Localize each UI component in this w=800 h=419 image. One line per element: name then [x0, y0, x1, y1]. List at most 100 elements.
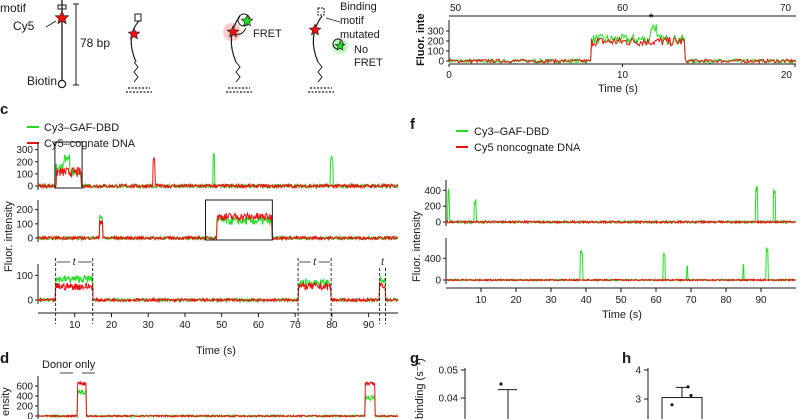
panel-letter-d: d [0, 350, 9, 367]
c-ytick-label: 0 [27, 234, 33, 245]
d-series-green [37, 389, 398, 419]
c-xtick-label: 50 [216, 320, 228, 331]
molecule-fret: FRET [223, 13, 282, 93]
c-ytick-label: 100 [16, 271, 33, 282]
e-ytick-label: 300 [427, 27, 444, 38]
c-dwell-label-bg [310, 256, 319, 267]
c-ytick-label: 100 [16, 169, 33, 180]
e-annotation-star: * [649, 12, 654, 24]
panel-letter-f: f [410, 116, 416, 133]
f-xlabel: Time (s) [602, 309, 642, 321]
d-ytick-label: 200 [16, 402, 33, 413]
panel-letter-c: c [0, 101, 8, 118]
e-traces [448, 23, 797, 65]
c-xlabel: Time (s) [196, 345, 236, 357]
fret-label: FRET [253, 28, 282, 40]
f-xtick-label: 20 [510, 295, 522, 306]
f-xtick-label: 90 [755, 295, 767, 306]
f-row-2: 0 400 [424, 238, 797, 287]
c-ylabel: Fluor. intensity [3, 201, 15, 272]
c-legend-green: Cy3–GAF-DBD [44, 122, 119, 134]
e-top-tick-70: 70 [780, 3, 792, 14]
length-label: 78 bp [80, 36, 110, 50]
g-ylabel: binding (s⁻¹) [414, 358, 426, 419]
c-dwell-label: t [313, 257, 317, 268]
d-ytick-label: 0 [27, 412, 33, 419]
c-xtick-label: 40 [179, 320, 191, 331]
panel-letter-g: g [410, 350, 419, 367]
cy5-label: Cy5 [13, 19, 35, 33]
mutated-label-3: mutated [340, 29, 380, 41]
d-ylabel: ensity [0, 387, 12, 416]
mutated-label-2: motif [340, 15, 365, 27]
schematic: motif Cy5 78 bp Biotin FR [0, 0, 383, 93]
panel-letter-h: h [622, 350, 631, 367]
f-series-green [446, 186, 797, 226]
e-ytick-label: 0 [438, 57, 444, 68]
h-bar [661, 397, 703, 419]
g-data-point [499, 382, 503, 386]
c-ytick-label: 100 [16, 219, 33, 230]
h-data-point [686, 385, 690, 389]
c-xtick-label: 10 [69, 320, 81, 331]
c-series-red [37, 211, 399, 242]
f-ylabel: Fluor. intensity [411, 211, 423, 282]
c-row-2: 0 100 200 [16, 199, 399, 245]
c-dwell-label: t [381, 257, 385, 268]
biotin-circle [57, 79, 67, 89]
h-ytick-label: 4 [635, 366, 641, 377]
e-ytick-label: 200 [427, 37, 444, 48]
f-ytick-label: 400 [424, 186, 441, 197]
c-ytick-label: 300 [16, 145, 33, 156]
e-xtick-label: 0 [446, 70, 452, 81]
d-annotation: Donor only [42, 359, 96, 371]
d-series-red [37, 380, 399, 419]
h-ytick-label: 3 [635, 395, 641, 406]
d-ytick-label: 600 [16, 382, 33, 393]
f-ytick-label: 400 [424, 254, 441, 265]
cy5-pointer [45, 20, 57, 28]
f-xtick-label: 70 [685, 295, 697, 306]
c-dwell-label-bg [70, 256, 79, 267]
f-ytick-label: 0 [435, 276, 441, 287]
c-ytick-label: 0 [27, 296, 33, 307]
f-series-red [445, 219, 796, 225]
f-ytick-label: 0 [435, 218, 441, 229]
f-xtick-label: 80 [720, 295, 732, 306]
f-xtick-label: 50 [615, 295, 627, 306]
e-xtick-label: 20 [781, 70, 793, 81]
nofret-label-2: FRET [354, 57, 383, 69]
f-legend-red: Cy5 noncognate DNA [474, 142, 581, 154]
mutated-label-1: Binding [340, 1, 377, 13]
c-dwell-label: t [73, 257, 77, 268]
nofret-label-1: No [354, 44, 368, 56]
molecule-mutated: Binding motif mutated No FRET [308, 1, 383, 93]
e-series-red [448, 35, 797, 65]
h-data-point [670, 403, 674, 407]
e-series-green [448, 23, 797, 65]
f-row-1: 0 200 400 [424, 180, 797, 229]
c-legend-red: Cy5–cognate DNA [44, 138, 136, 150]
c-xtick-label: 60 [253, 320, 265, 331]
molecule-unbound [126, 13, 152, 93]
f-xtick-label: 60 [650, 295, 662, 306]
e-top-tick-50: 50 [450, 3, 462, 14]
panel-f-chart: f Cy3–GAF-DBD Cy5 noncognate DNA Fluor. … [410, 116, 797, 321]
c-series-green [37, 152, 399, 190]
f-xtick-label: 10 [475, 295, 487, 306]
motif-label: motif [0, 1, 27, 15]
c-xtick-label: 20 [106, 320, 118, 331]
panel-g-chart: g binding (s⁻¹) 0.050.040.03 [410, 350, 517, 419]
c-xtick-label: 90 [363, 320, 375, 331]
e-top-tick-60: 60 [617, 3, 629, 14]
f-series-red [445, 277, 796, 282]
c-highlight-box [54, 141, 83, 189]
f-xtick-label: 30 [545, 295, 557, 306]
c-xtick-label: 80 [326, 320, 338, 331]
cy5-star-icon [54, 10, 70, 25]
c-xtick-label: 70 [290, 320, 302, 331]
c-ytick-label: 200 [16, 205, 33, 216]
